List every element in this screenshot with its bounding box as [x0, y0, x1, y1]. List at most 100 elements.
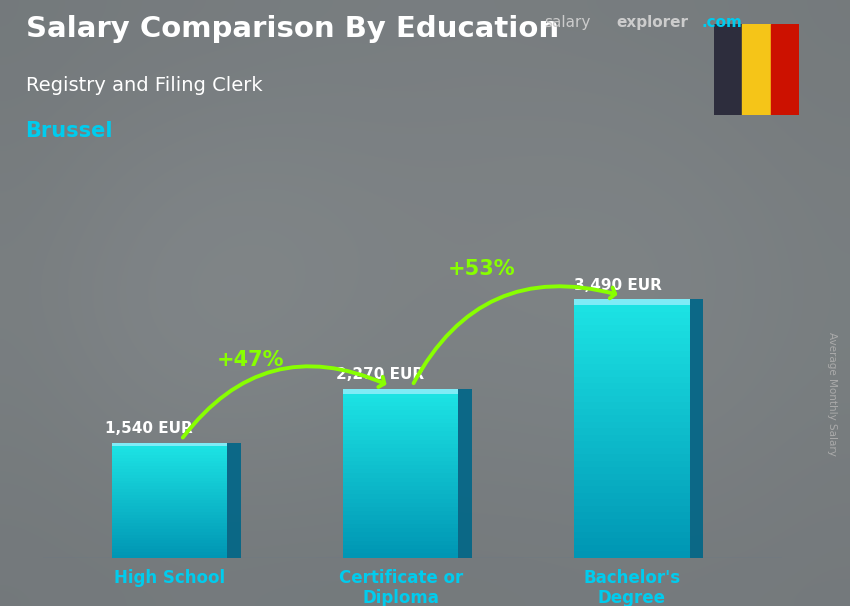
Bar	[574, 435, 689, 441]
Bar	[343, 393, 458, 398]
Bar	[112, 492, 227, 494]
Bar	[112, 501, 227, 504]
Bar	[112, 534, 227, 538]
Bar	[112, 552, 227, 554]
Bar	[343, 390, 458, 393]
Bar	[574, 441, 689, 448]
Text: 1,540 EUR: 1,540 EUR	[105, 421, 193, 436]
Bar	[112, 541, 227, 543]
Bar	[112, 521, 227, 524]
Bar	[343, 436, 458, 440]
Bar	[112, 532, 227, 534]
Bar	[574, 344, 689, 351]
Bar	[343, 511, 458, 516]
Bar	[112, 466, 227, 469]
Bar	[112, 506, 227, 509]
Bar	[343, 473, 458, 478]
Bar	[574, 428, 689, 435]
Bar	[112, 472, 227, 475]
Bar	[343, 536, 458, 541]
Bar	[112, 498, 227, 501]
Bar	[112, 543, 227, 546]
Bar	[574, 370, 689, 376]
Text: 2,270 EUR: 2,270 EUR	[336, 367, 424, 382]
Bar	[574, 357, 689, 364]
Bar	[112, 449, 227, 452]
Bar	[574, 396, 689, 402]
Bar	[574, 493, 689, 499]
Bar	[343, 494, 458, 499]
Bar	[227, 444, 241, 558]
Bar	[574, 376, 689, 383]
Bar	[343, 490, 458, 494]
Bar	[112, 554, 227, 558]
Bar	[112, 478, 227, 481]
Text: Registry and Filing Clerk: Registry and Filing Clerk	[26, 76, 262, 95]
Bar	[574, 506, 689, 512]
Bar	[343, 448, 458, 453]
Bar	[112, 446, 227, 449]
Bar	[574, 545, 689, 551]
Bar	[343, 461, 458, 465]
Bar	[574, 512, 689, 519]
Bar	[112, 504, 227, 506]
Bar	[771, 24, 799, 115]
Bar	[112, 464, 227, 466]
Bar	[343, 486, 458, 490]
Bar	[574, 305, 689, 312]
Bar	[574, 525, 689, 531]
Text: Brussel: Brussel	[26, 121, 113, 141]
Bar	[574, 519, 689, 525]
Bar	[574, 499, 689, 506]
Bar	[343, 545, 458, 549]
Bar	[112, 518, 227, 521]
Bar	[343, 444, 458, 448]
Bar	[112, 444, 227, 446]
Bar	[112, 484, 227, 486]
Text: .com: .com	[701, 15, 742, 30]
Bar	[343, 478, 458, 482]
Bar	[343, 520, 458, 524]
Bar	[574, 364, 689, 370]
Bar	[574, 467, 689, 473]
Bar	[112, 458, 227, 461]
Bar	[343, 415, 458, 419]
Bar	[574, 299, 689, 305]
Bar	[343, 457, 458, 461]
Bar	[689, 299, 704, 558]
Bar	[112, 509, 227, 512]
Bar	[574, 409, 689, 415]
Bar	[112, 481, 227, 484]
Bar	[574, 338, 689, 344]
Bar	[574, 415, 689, 422]
Bar	[343, 524, 458, 528]
Bar	[714, 24, 742, 115]
Bar	[343, 440, 458, 444]
Bar	[574, 461, 689, 467]
Bar	[112, 444, 227, 446]
Bar	[574, 383, 689, 390]
Bar	[112, 538, 227, 541]
Bar	[343, 453, 458, 457]
Bar	[343, 427, 458, 431]
Bar	[343, 465, 458, 469]
Bar	[574, 448, 689, 454]
Bar	[343, 503, 458, 507]
Bar	[574, 551, 689, 558]
Bar	[343, 507, 458, 511]
Bar	[112, 546, 227, 549]
Bar	[574, 351, 689, 357]
Text: 3,490 EUR: 3,490 EUR	[574, 278, 662, 293]
Text: +53%: +53%	[448, 259, 515, 279]
Bar	[574, 538, 689, 545]
Bar	[458, 390, 473, 558]
Bar	[343, 532, 458, 536]
Bar	[112, 526, 227, 529]
Bar	[343, 482, 458, 486]
Bar	[574, 312, 689, 318]
Bar	[112, 494, 227, 498]
Bar	[112, 524, 227, 526]
Bar	[343, 499, 458, 503]
Bar	[112, 512, 227, 514]
Text: explorer: explorer	[616, 15, 689, 30]
